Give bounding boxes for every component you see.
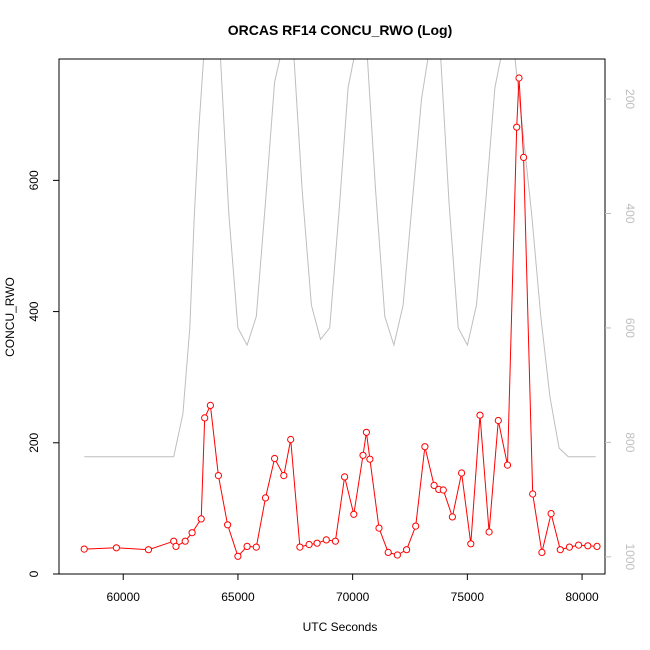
data-point	[529, 490, 537, 498]
x-tick-label: 80000	[565, 590, 599, 604]
x-tick-label: 75000	[451, 590, 485, 604]
data-point	[287, 435, 295, 444]
data-point	[112, 544, 121, 552]
data-point	[271, 454, 279, 463]
data-point	[494, 416, 502, 425]
data-point	[515, 74, 523, 82]
data-point	[261, 494, 270, 502]
data-point	[556, 546, 564, 554]
data-point	[252, 543, 260, 551]
data-point	[412, 522, 420, 530]
y-tick-label: 600	[27, 170, 41, 190]
right-y-tick-label: 600	[623, 318, 637, 338]
data-point	[280, 472, 288, 480]
data-point	[421, 443, 429, 451]
data-point	[362, 428, 370, 436]
data-point	[366, 455, 374, 463]
data-point	[393, 551, 401, 559]
data-point	[296, 543, 304, 551]
data-point	[359, 451, 367, 459]
data-point	[384, 548, 392, 557]
plot-area	[80, 59, 601, 560]
data-point	[234, 552, 242, 560]
data-point	[403, 546, 411, 554]
y-axis-label: CONCU_RWO	[3, 277, 17, 357]
data-point	[520, 153, 528, 161]
data-point	[547, 509, 555, 518]
data-point	[467, 540, 475, 548]
data-point	[172, 542, 180, 551]
x-tick-label: 65000	[221, 590, 255, 604]
data-point	[243, 542, 251, 551]
data-point	[503, 461, 512, 469]
data-point	[322, 536, 330, 544]
data-point	[350, 510, 358, 518]
data-point	[341, 473, 349, 481]
data-point	[305, 540, 313, 549]
series-line-red	[84, 77, 598, 558]
data-point	[513, 123, 521, 131]
x-axis-label: UTC Seconds	[303, 620, 378, 634]
data-point	[430, 481, 438, 489]
data-point	[476, 411, 484, 419]
y-tick-label: 200	[27, 432, 41, 452]
data-point	[593, 542, 601, 551]
x-tick-label: 60000	[107, 590, 141, 604]
data-point	[201, 414, 209, 422]
data-point	[144, 546, 153, 554]
right-y-tick-label: 200	[623, 89, 637, 109]
data-point	[439, 486, 447, 494]
data-point	[188, 529, 196, 537]
y-tick-label: 400	[27, 301, 41, 321]
data-point	[375, 524, 383, 532]
data-point	[313, 539, 321, 547]
data-point	[331, 537, 339, 545]
data-point	[538, 548, 546, 557]
data-point	[448, 513, 456, 521]
data-point	[181, 537, 189, 545]
data-point	[584, 542, 592, 550]
data-point	[197, 515, 205, 523]
right-y-tick-label: 400	[623, 203, 637, 223]
chart-title: ORCAS RF14 CONCU_RWO (Log)	[228, 22, 453, 38]
right-y-tick-label: 800	[623, 432, 637, 452]
data-point	[80, 545, 88, 553]
plot-frame	[58, 58, 606, 575]
data-point	[575, 541, 583, 549]
y-tick-label: 0	[27, 570, 41, 577]
data-point	[565, 543, 574, 551]
data-point	[485, 528, 493, 536]
data-point	[206, 401, 214, 409]
data-point	[224, 521, 232, 529]
right-y-tick-label: 1000	[623, 543, 637, 570]
data-point	[458, 469, 466, 477]
x-tick-label: 70000	[336, 590, 370, 604]
data-point	[214, 472, 222, 480]
